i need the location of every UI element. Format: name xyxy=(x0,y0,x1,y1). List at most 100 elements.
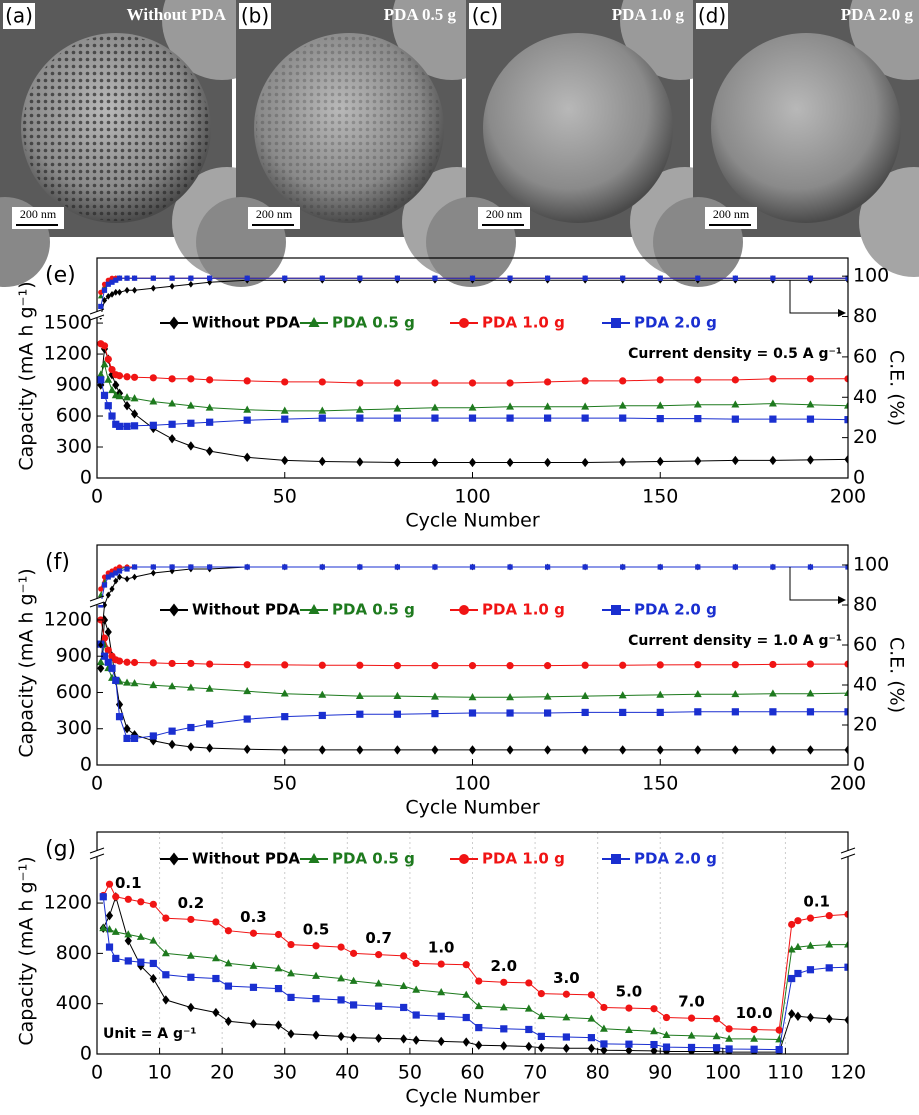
marker xyxy=(600,1045,608,1054)
marker xyxy=(618,401,627,409)
marker xyxy=(656,376,664,384)
marker xyxy=(375,1033,383,1043)
y-tick-label: 0 xyxy=(80,1043,92,1065)
marker xyxy=(123,422,131,430)
rate-label: 0.7 xyxy=(365,929,392,947)
sem-label-box xyxy=(469,3,501,29)
y2-tick-label: 40 xyxy=(853,386,877,408)
marker xyxy=(187,375,195,383)
sem-title: PDA 0.5 g xyxy=(384,5,457,24)
marker xyxy=(123,393,131,401)
y-tick-label: 400 xyxy=(56,992,92,1014)
marker xyxy=(844,375,848,383)
marker xyxy=(732,564,738,570)
marker xyxy=(187,723,195,732)
marker xyxy=(113,570,119,576)
marker xyxy=(312,995,320,1003)
marker xyxy=(468,709,477,717)
marker xyxy=(124,936,132,946)
marker xyxy=(112,954,120,963)
marker xyxy=(287,1029,295,1039)
x-tick-label: 100 xyxy=(454,773,490,795)
marker xyxy=(130,730,139,740)
marker xyxy=(100,652,109,660)
marker xyxy=(657,564,663,570)
marker xyxy=(206,376,214,384)
marker xyxy=(130,658,139,667)
marker xyxy=(770,564,776,570)
marker xyxy=(149,659,157,667)
marker xyxy=(620,275,626,281)
legend-label: PDA 2.0 g xyxy=(634,601,717,619)
marker xyxy=(687,1031,696,1039)
marker xyxy=(109,572,115,578)
marker xyxy=(562,990,570,998)
marker xyxy=(806,1012,815,1023)
marker xyxy=(123,678,131,686)
axis-break-gap xyxy=(91,851,103,857)
series-line xyxy=(100,566,848,590)
marker xyxy=(319,275,325,281)
axis-break xyxy=(89,314,105,321)
marker xyxy=(544,745,552,755)
marker xyxy=(149,397,158,405)
marker xyxy=(650,1027,658,1035)
marker xyxy=(116,288,123,296)
marker xyxy=(131,564,138,570)
marker xyxy=(224,982,233,990)
y-tick-label: 0 xyxy=(80,754,92,776)
marker xyxy=(656,690,665,698)
marker xyxy=(543,692,552,700)
marker xyxy=(356,745,364,755)
marker xyxy=(581,402,590,410)
marker xyxy=(412,1011,420,1019)
y-tick-label: 1200 xyxy=(44,608,92,630)
marker xyxy=(545,275,551,281)
marker xyxy=(769,660,777,669)
sem-images: (a) Without PDA 200 nm (b) PDA 0.5 g 200 nm (c… xyxy=(0,0,919,287)
marker xyxy=(337,943,345,951)
marker xyxy=(130,679,139,687)
marker xyxy=(825,912,833,920)
marker xyxy=(806,745,815,755)
marker xyxy=(469,275,476,281)
marker xyxy=(587,1034,596,1042)
marker xyxy=(430,692,439,700)
marker xyxy=(124,957,132,965)
marker xyxy=(468,403,477,411)
x-tick-label: 120 xyxy=(830,1062,866,1084)
marker xyxy=(806,689,815,697)
y-tick-label: 900 xyxy=(56,374,92,396)
marker xyxy=(725,1045,733,1053)
marker xyxy=(212,974,220,983)
chart: 0 10 20 30 40 50 60 70 80 90 100 110 120 Cycle Number… xyxy=(16,831,866,1108)
marker xyxy=(544,414,552,422)
marker xyxy=(355,405,364,413)
marker xyxy=(788,1009,796,1019)
marker xyxy=(537,1032,545,1040)
marker xyxy=(101,297,108,304)
marker xyxy=(650,1046,658,1054)
marker xyxy=(312,942,320,950)
marker xyxy=(168,727,176,735)
marker xyxy=(99,893,107,901)
marker xyxy=(123,658,131,666)
annotation: Unit = A g⁻¹ xyxy=(103,1026,197,1042)
marker xyxy=(319,564,325,570)
marker xyxy=(357,275,363,281)
marker xyxy=(620,564,626,570)
x-axis-title: Cycle Number xyxy=(405,797,539,819)
marker xyxy=(115,699,124,710)
marker xyxy=(282,564,288,570)
x-tick-label: 150 xyxy=(642,773,678,795)
legend-label: PDA 1.0 g xyxy=(482,314,565,332)
sem-pores xyxy=(23,35,209,221)
marker xyxy=(207,564,213,570)
marker xyxy=(695,275,701,281)
marker xyxy=(318,378,326,386)
marker xyxy=(500,978,508,986)
sem-label-box xyxy=(3,3,35,29)
marker xyxy=(349,1032,358,1043)
scale-box xyxy=(478,207,530,229)
marker xyxy=(581,661,589,669)
